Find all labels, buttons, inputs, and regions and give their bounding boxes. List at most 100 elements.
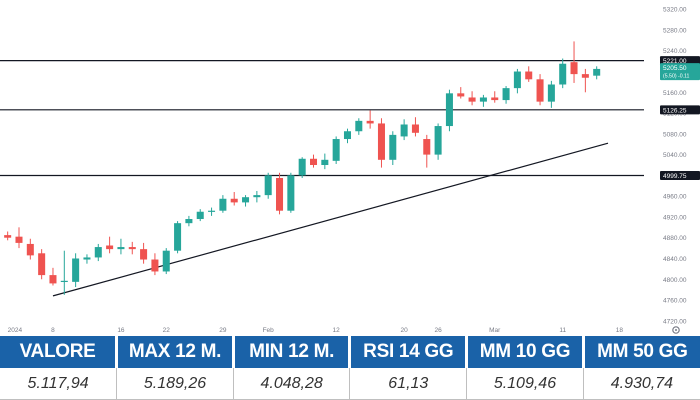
candle-50 [570, 41, 578, 83]
value-max-12m: 5.189,26 [116, 368, 234, 400]
candle-34 [389, 131, 397, 165]
candle-body [264, 175, 272, 196]
y-tick-label: 4720.00 [663, 318, 687, 325]
candle-13 [151, 253, 159, 276]
candle-body [242, 197, 250, 203]
candle-body [83, 257, 91, 260]
candle-body [559, 63, 567, 85]
x-tick-label: Mar [489, 327, 501, 334]
header-mm-50gg: MM 50 GG [581, 336, 700, 368]
candle-body [570, 62, 578, 75]
candle-26 [298, 157, 306, 178]
candle-29 [332, 136, 340, 164]
candle-body [502, 88, 510, 101]
x-tick-label: 22 [163, 327, 171, 334]
y-tick-label: 5240.00 [663, 48, 687, 55]
x-tick-label: 29 [219, 327, 227, 334]
candle-body [423, 139, 431, 155]
price-badges: 5221.00 5126.25 4999.75 5205.50 (5.50) -0.11 [660, 56, 700, 181]
candle-41 [468, 91, 476, 106]
y-axis: 4720.00 4760.00 4800.00 4840.00 4880.00 4920.… [663, 7, 687, 326]
stats-value-row: 5.117,94 5.189,26 4.048,28 61,13 5.109,4… [0, 368, 700, 400]
candle-42 [479, 94, 487, 107]
candle-43 [491, 91, 499, 103]
candle-2 [26, 238, 34, 260]
candle-12 [140, 242, 148, 264]
candle-14 [162, 248, 170, 275]
chart-canvas: 4720.00 4760.00 4800.00 4840.00 4880.00 4920.… [0, 7, 700, 334]
candle-body [196, 211, 204, 220]
candle-body [117, 247, 125, 250]
last-price-value: 5205.50 [663, 65, 687, 72]
candle-16 [185, 215, 193, 227]
trendline [52, 142, 609, 297]
header-min-12m: MIN 12 M. [231, 336, 350, 368]
candle-28 [321, 153, 329, 170]
candle-21 [242, 195, 250, 207]
candle-body [411, 124, 419, 133]
candle-body [26, 243, 34, 256]
y-tick-label: 5320.00 [663, 7, 687, 14]
x-tick-label: 26 [434, 327, 442, 334]
candle-body [434, 126, 442, 155]
candle-body [445, 93, 453, 127]
y-tick-label: 4840.00 [663, 256, 687, 263]
candle-5 [60, 250, 68, 295]
candle-body [140, 249, 148, 260]
candle-27 [309, 154, 318, 168]
candle-body [230, 198, 238, 203]
price-chart[interactable]: 4720.00 4760.00 4800.00 4840.00 4880.00 4920.… [0, 0, 700, 336]
candle-body [4, 235, 12, 238]
value-rsi-14gg: 61,13 [349, 368, 467, 400]
y-tick-label: 4760.00 [663, 298, 687, 305]
candle-body [491, 97, 499, 101]
y-tick-label: 5080.00 [663, 131, 687, 138]
value-valore: 5.117,94 [0, 368, 117, 400]
x-tick-label: 20 [401, 327, 409, 334]
candle-body [332, 139, 340, 161]
candle-body [366, 120, 374, 124]
candle-body [321, 159, 329, 165]
candle-46 [525, 66, 533, 82]
candle-body [38, 253, 46, 276]
candle-18 [208, 207, 216, 216]
value-mm-50gg: 4.930,74 [582, 368, 700, 400]
candle-3 [38, 249, 46, 280]
candle-19 [219, 195, 227, 213]
x-tick-label: 11 [559, 327, 566, 334]
candle-body [276, 177, 284, 211]
header-rsi-14gg: RSI 14 GG [348, 336, 467, 368]
trendline-layer [52, 142, 609, 297]
level-badge-1: 5126.25 [660, 105, 700, 115]
candle-body [389, 134, 397, 160]
settings-gear-icon[interactable] [672, 326, 680, 334]
candle-22 [253, 190, 261, 203]
candle-body [253, 195, 261, 198]
candle-10 [117, 238, 125, 255]
level-badge-text: 5221.00 [663, 58, 687, 65]
candle-47 [536, 74, 544, 106]
header-valore: VALORE [0, 336, 117, 368]
y-tick-label: 5160.00 [663, 90, 687, 97]
candle-body [106, 245, 114, 250]
candle-44 [502, 86, 510, 104]
candle-body [525, 71, 533, 80]
candle-40 [457, 87, 465, 99]
candle-body [400, 124, 408, 137]
stats-header-row: VALORE MAX 12 M. MIN 12 M. RSI 14 GG MM … [0, 336, 700, 368]
y-tick-label: 4920.00 [663, 214, 687, 221]
candle-7 [83, 254, 91, 264]
candle-38 [434, 123, 442, 160]
candle-body [287, 175, 295, 211]
candles [4, 41, 601, 295]
candle-body [208, 210, 216, 212]
candle-body [94, 247, 102, 258]
candle-25 [287, 172, 295, 213]
candle-body [298, 158, 306, 176]
candle-49 [559, 58, 567, 89]
candle-body [355, 120, 363, 132]
candle-body [60, 280, 68, 283]
candle-11 [128, 241, 136, 255]
y-tick-label: 4800.00 [663, 277, 687, 284]
value-min-12m: 4.048,28 [232, 368, 350, 400]
